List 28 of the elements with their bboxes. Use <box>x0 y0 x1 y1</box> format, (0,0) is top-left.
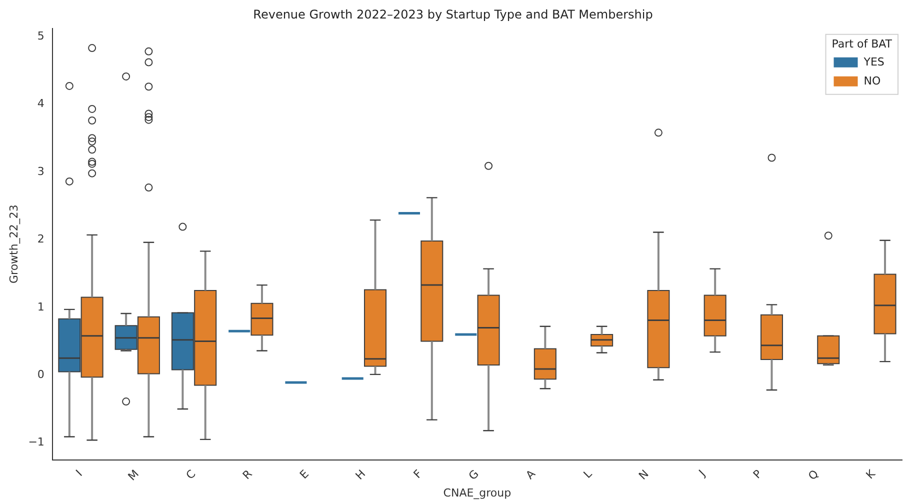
y-tick-label: 2 <box>37 232 44 246</box>
x-tick-label: I <box>73 467 85 479</box>
y-tick-label: 0 <box>37 368 44 381</box>
y-tick-label: −1 <box>28 436 44 449</box>
x-tick-label: L <box>581 466 596 481</box>
x-tick-label: H <box>353 467 368 482</box>
x-axis-title: CNAE_group <box>443 486 512 500</box>
x-tick-label: N <box>636 467 652 482</box>
y-tick-label: 5 <box>37 29 44 42</box>
y-tick-label: 1 <box>37 300 44 314</box>
x-tick-label: C <box>184 467 198 482</box>
y-axis-title: Growth_22_23 <box>7 204 20 284</box>
x-tick-label: F <box>411 467 425 482</box>
x-tick-label: M <box>126 467 142 484</box>
x-tick-label: G <box>466 467 482 483</box>
x-tick-label: P <box>750 467 765 482</box>
y-tick-label: 3 <box>37 164 44 178</box>
x-tick-label: J <box>696 467 708 480</box>
x-tick-label: R <box>240 467 256 482</box>
x-tick-label: A <box>523 467 538 482</box>
x-tick-label: Q <box>806 467 822 483</box>
legend-label: NO <box>864 74 881 88</box>
y-tick-label: 4 <box>37 97 44 110</box>
x-tick-label: E <box>297 467 312 482</box>
chart-title: Revenue Growth 2022–2023 by Startup Type and BAT Membership <box>253 7 653 22</box>
legend-label: YES <box>862 55 884 68</box>
legend-title: Part of BAT <box>832 37 892 50</box>
x-tick-label: K <box>864 466 878 482</box>
